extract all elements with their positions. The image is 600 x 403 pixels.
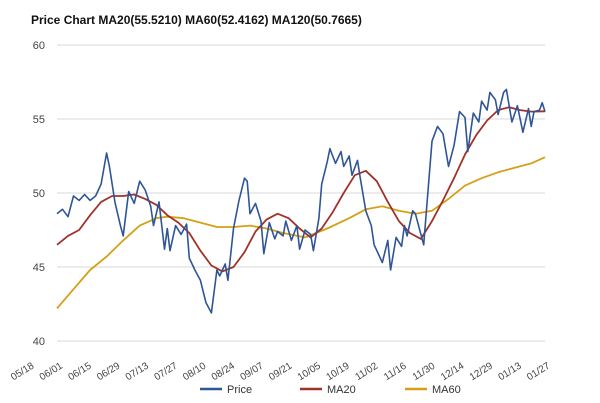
x-tick-label: 05/18	[9, 360, 36, 383]
y-tick-label: 55	[33, 114, 45, 126]
series-line-price	[56, 88, 546, 314]
x-tick-label: 01/13	[496, 360, 523, 383]
series-line-ma20	[56, 106, 546, 273]
x-axis: 05/18 06/01 06/15 06/29 07/13 07/27 08/10 08/24…	[9, 360, 552, 383]
x-tick-label: 12/29	[468, 360, 495, 383]
x-tick-label: 07/27	[152, 360, 179, 383]
x-tick-label: 01/27	[525, 360, 552, 383]
x-tick-label: 08/24	[210, 360, 237, 383]
x-tick-label: 08/10	[181, 360, 208, 383]
legend-label-ma60: MA60	[432, 384, 461, 396]
chart-title: Price Chart MA20(55.5210) MA60(52.4162) …	[31, 13, 362, 27]
legend-label-ma20: MA20	[327, 384, 356, 396]
x-tick-label: 06/01	[38, 360, 65, 383]
y-tick-label: 60	[33, 40, 45, 52]
legend-label-price: Price	[227, 384, 252, 396]
x-tick-label: 06/15	[66, 360, 93, 383]
y-tick-label: 50	[33, 188, 45, 200]
x-tick-label: 09/07	[238, 360, 265, 383]
x-tick-label: 10/19	[324, 360, 351, 383]
x-tick-label: 12/14	[439, 360, 466, 383]
y-axis: 40 45 50 55 60	[33, 40, 45, 348]
x-tick-label: 11/30	[411, 361, 438, 383]
y-tick-label: 40	[33, 336, 45, 348]
series-line-ma60	[56, 156, 546, 309]
x-tick-label: 11/02	[353, 361, 380, 383]
series-lines	[56, 88, 546, 314]
legend: Price MA20 MA60	[200, 384, 461, 396]
grid-lines	[57, 44, 545, 342]
x-tick-label: 06/29	[95, 360, 122, 383]
y-tick-label: 45	[33, 262, 45, 274]
x-tick-label: 10/05	[296, 360, 323, 383]
x-tick-label: 09/21	[267, 360, 294, 383]
x-tick-label: 11/16	[382, 361, 409, 383]
x-tick-label: 07/13	[124, 360, 151, 383]
